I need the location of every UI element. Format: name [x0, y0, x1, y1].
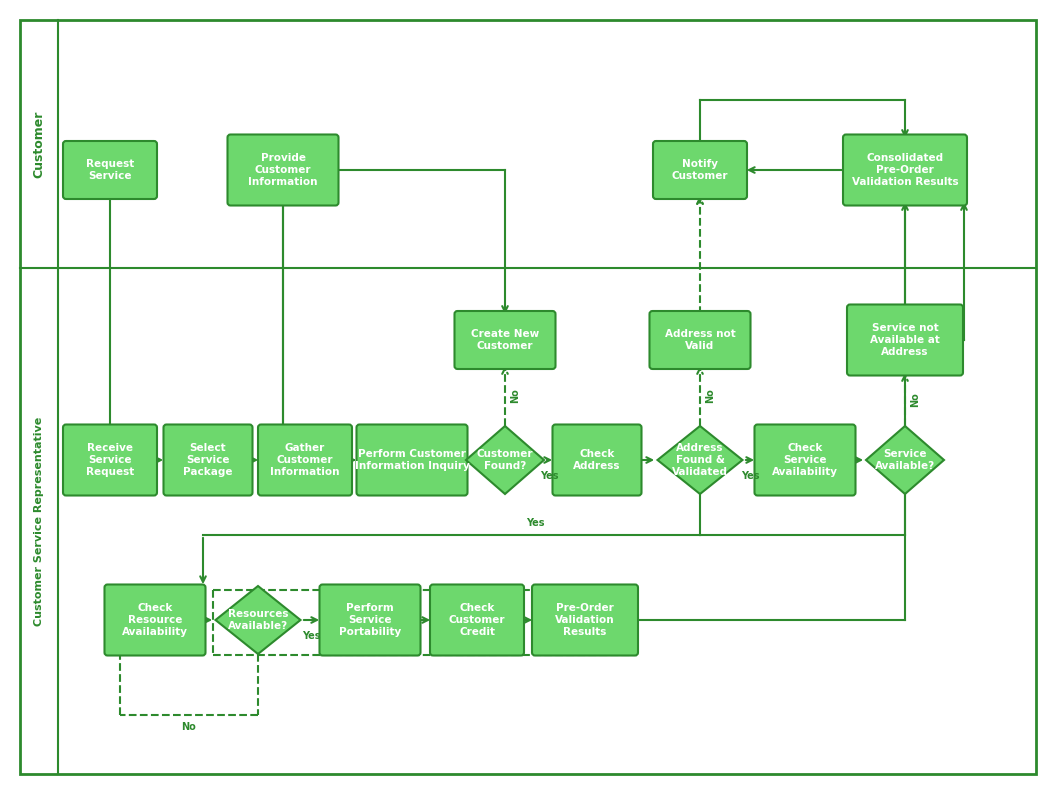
FancyBboxPatch shape	[454, 311, 555, 369]
Text: Notify
Customer: Notify Customer	[672, 160, 729, 181]
Text: Resources
Available?: Resources Available?	[228, 609, 288, 630]
Text: Check
Customer
Credit: Check Customer Credit	[449, 603, 505, 637]
FancyBboxPatch shape	[227, 134, 339, 206]
FancyBboxPatch shape	[843, 134, 967, 206]
Text: Check
Address: Check Address	[573, 449, 621, 471]
Text: Yes: Yes	[740, 471, 759, 481]
Text: Pre-Order
Validation
Results: Pre-Order Validation Results	[555, 603, 615, 637]
Text: Request
Service: Request Service	[86, 160, 134, 181]
Text: Consolidated
Pre-Order
Validation Results: Consolidated Pre-Order Validation Result…	[852, 153, 958, 187]
Text: Address not
Valid: Address not Valid	[664, 330, 735, 351]
Text: No: No	[182, 722, 196, 732]
FancyBboxPatch shape	[532, 584, 638, 656]
Polygon shape	[658, 426, 742, 494]
FancyBboxPatch shape	[653, 141, 747, 199]
Text: No: No	[705, 388, 715, 403]
FancyBboxPatch shape	[164, 425, 252, 495]
FancyBboxPatch shape	[552, 425, 641, 495]
Text: Yes: Yes	[526, 518, 544, 528]
Text: Customer
Found?: Customer Found?	[476, 449, 533, 471]
Polygon shape	[215, 586, 301, 654]
Text: No: No	[910, 392, 920, 407]
Polygon shape	[866, 426, 944, 494]
FancyBboxPatch shape	[105, 584, 206, 656]
Text: Address
Found &
Validated: Address Found & Validated	[672, 443, 728, 476]
FancyBboxPatch shape	[63, 425, 157, 495]
Text: Customer Service Representative: Customer Service Representative	[34, 416, 44, 626]
FancyBboxPatch shape	[847, 305, 963, 376]
FancyBboxPatch shape	[430, 584, 524, 656]
Text: Receive
Service
Request: Receive Service Request	[86, 443, 134, 476]
FancyBboxPatch shape	[357, 425, 468, 495]
Text: Perform Customer
Information Inquiry: Perform Customer Information Inquiry	[355, 449, 469, 471]
FancyBboxPatch shape	[754, 425, 855, 495]
Text: Provide
Customer
Information: Provide Customer Information	[248, 153, 318, 187]
Text: Yes: Yes	[302, 631, 321, 641]
Text: Gather
Customer
Information: Gather Customer Information	[270, 443, 340, 476]
FancyBboxPatch shape	[63, 141, 157, 199]
Text: No: No	[510, 388, 520, 403]
FancyBboxPatch shape	[649, 311, 751, 369]
Text: Service not
Available at
Address: Service not Available at Address	[870, 323, 940, 357]
FancyBboxPatch shape	[258, 425, 352, 495]
Text: Create New
Customer: Create New Customer	[471, 330, 540, 351]
Text: Check
Service
Availability: Check Service Availability	[772, 443, 838, 476]
Text: Yes: Yes	[541, 471, 559, 481]
Text: Perform
Service
Portability: Perform Service Portability	[339, 603, 401, 637]
FancyBboxPatch shape	[320, 584, 420, 656]
Text: Service
Available?: Service Available?	[875, 449, 935, 471]
Polygon shape	[466, 426, 544, 494]
Text: Customer: Customer	[33, 110, 45, 178]
Text: Check
Resource
Availability: Check Resource Availability	[122, 603, 188, 637]
Text: Select
Service
Package: Select Service Package	[184, 443, 232, 476]
